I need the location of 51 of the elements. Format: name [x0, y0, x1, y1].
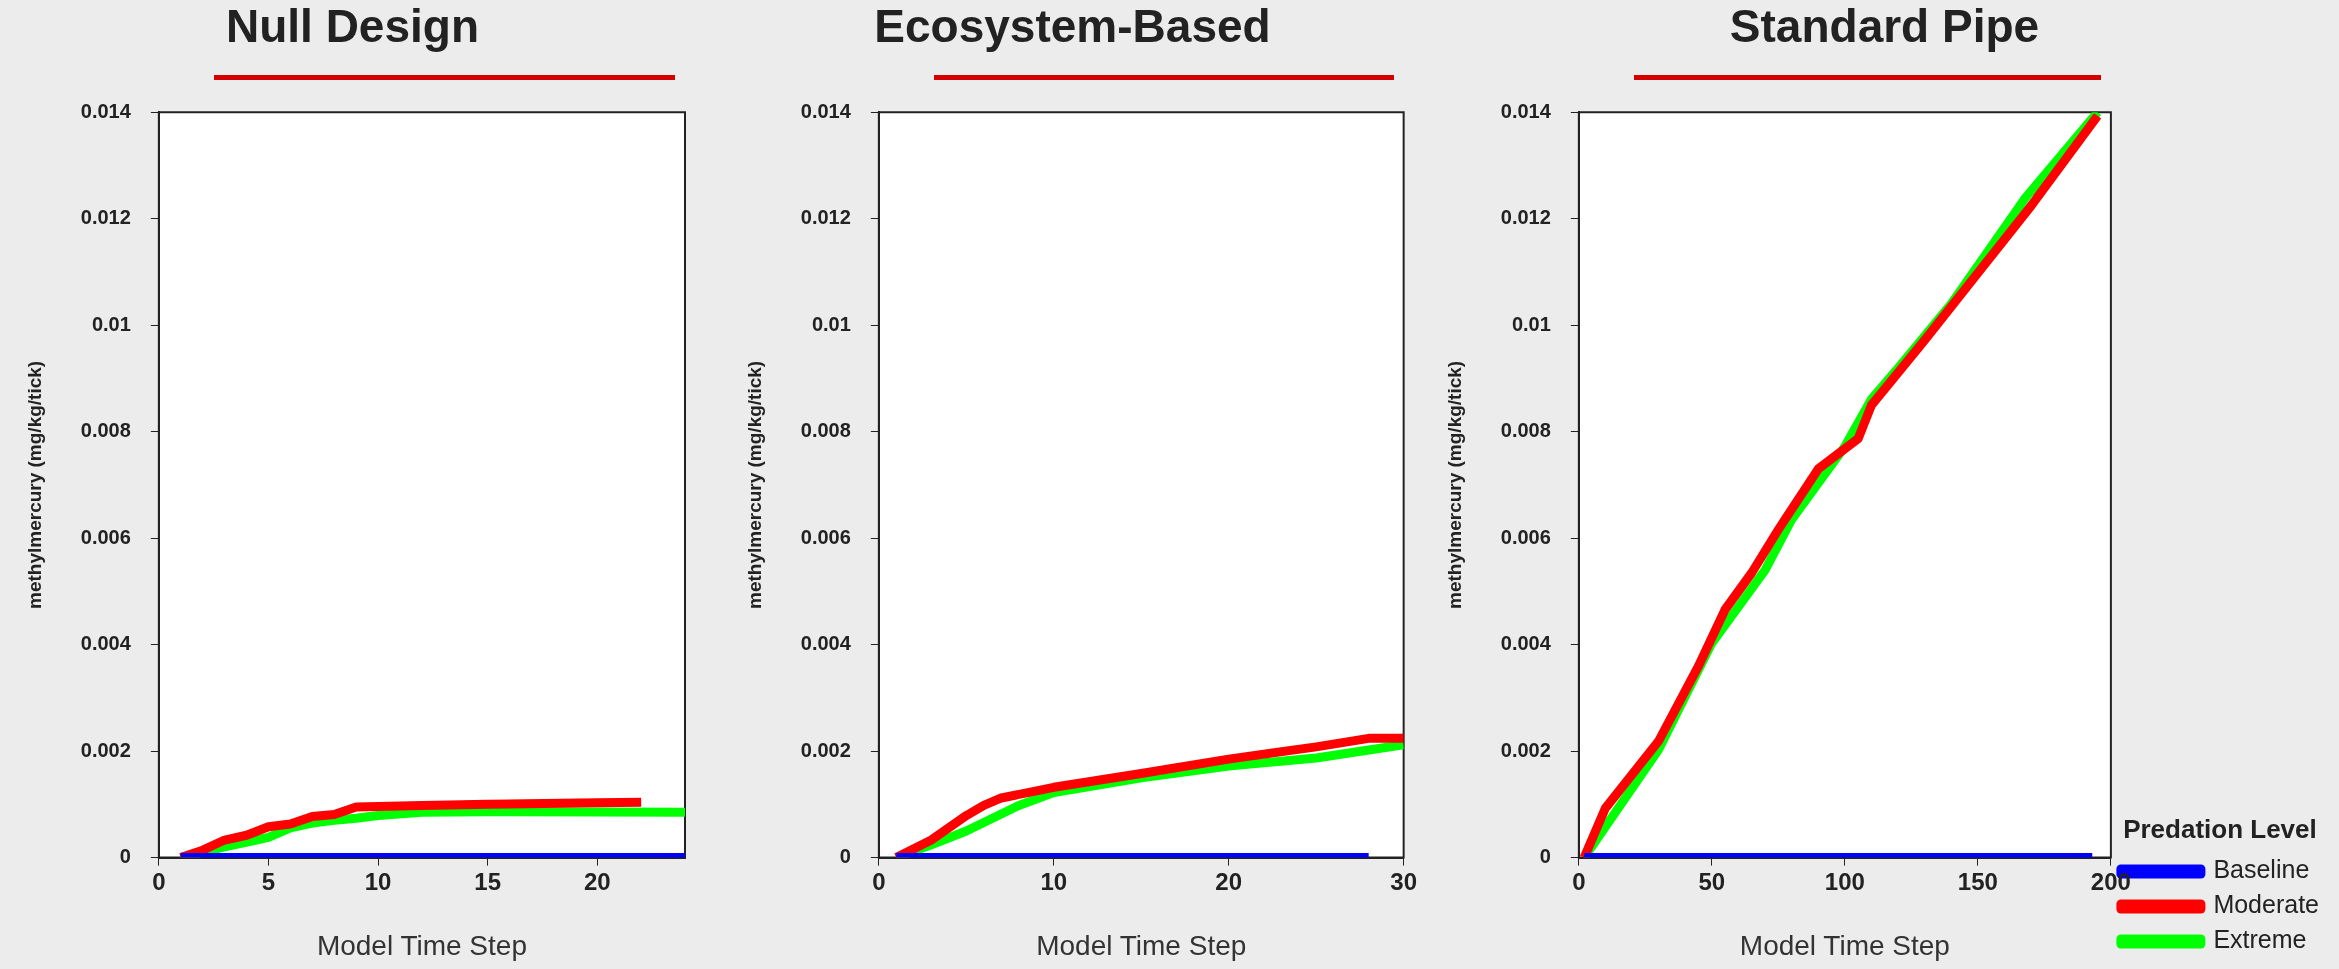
y-tick-label: 0.01: [1511, 312, 1551, 335]
legend-label: Moderate: [2213, 890, 2320, 919]
x-tick-label: 150: [1957, 867, 1998, 895]
y-tick-label: 0.006: [800, 525, 851, 548]
y-tick-label: 0.008: [80, 419, 131, 442]
y-tick-label: 0.014: [1500, 99, 1552, 122]
y-tick-label: 0.014: [80, 99, 132, 122]
x-tick-label: 100: [1824, 867, 1865, 895]
y-axis-title: methylmercury (mg/kg/tick): [23, 360, 45, 609]
y-tick-label: 0: [119, 845, 131, 868]
x-tick-label: 10: [364, 867, 392, 895]
y-tick-label: 0.004: [1500, 632, 1552, 655]
legend-title: Predation Level: [2123, 813, 2317, 844]
x-tick-label: 20: [583, 867, 611, 895]
y-tick-label: 0.01: [91, 312, 131, 335]
y-tick-label: 0: [1539, 845, 1551, 868]
x-tick-label: 0: [152, 867, 166, 895]
x-axis-title: Model Time Step: [1036, 929, 1247, 961]
x-tick-label: 200: [2090, 867, 2131, 895]
y-tick-label: 0.006: [80, 525, 131, 548]
chart-title: Ecosystem-Based: [874, 0, 1271, 53]
x-tick-label: 50: [1698, 867, 1726, 895]
chart-title: Standard Pipe: [1729, 0, 2040, 53]
x-tick-label: 0: [1572, 867, 1586, 895]
y-tick-label: 0.012: [800, 206, 851, 229]
y-axis-title: methylmercury (mg/kg/tick): [743, 360, 765, 609]
y-tick-label: 0.004: [80, 632, 132, 655]
y-tick-label: 0.006: [1500, 525, 1551, 548]
y-tick-label: 0.002: [1500, 738, 1551, 761]
x-tick-label: 15: [474, 867, 502, 895]
y-tick-label: 0.014: [800, 99, 852, 122]
x-tick-label: 5: [261, 867, 276, 895]
y-axis-title: methylmercury (mg/kg/tick): [1443, 360, 1465, 609]
y-tick-label: 0.01: [811, 312, 851, 335]
x-tick-label: 0: [872, 867, 886, 895]
y-tick-label: 0.012: [1500, 206, 1551, 229]
x-tick-label: 20: [1215, 867, 1243, 895]
x-axis-title: Model Time Step: [316, 929, 527, 961]
x-tick-label: 10: [1040, 867, 1068, 895]
x-tick-label: 30: [1390, 867, 1417, 895]
chart-title: Null Design: [225, 0, 480, 53]
y-tick-label: 0.002: [800, 738, 851, 761]
y-tick-label: 0.012: [80, 206, 131, 229]
legend-label: Baseline: [2213, 855, 2310, 884]
y-tick-label: 0.004: [800, 632, 852, 655]
y-tick-label: 0: [839, 845, 851, 868]
legend-label: Extreme: [2213, 925, 2307, 954]
y-tick-label: 0.008: [800, 419, 851, 442]
y-tick-label: 0.008: [1500, 419, 1551, 442]
y-tick-label: 0.002: [80, 738, 131, 761]
x-axis-title: Model Time Step: [1739, 929, 1950, 961]
